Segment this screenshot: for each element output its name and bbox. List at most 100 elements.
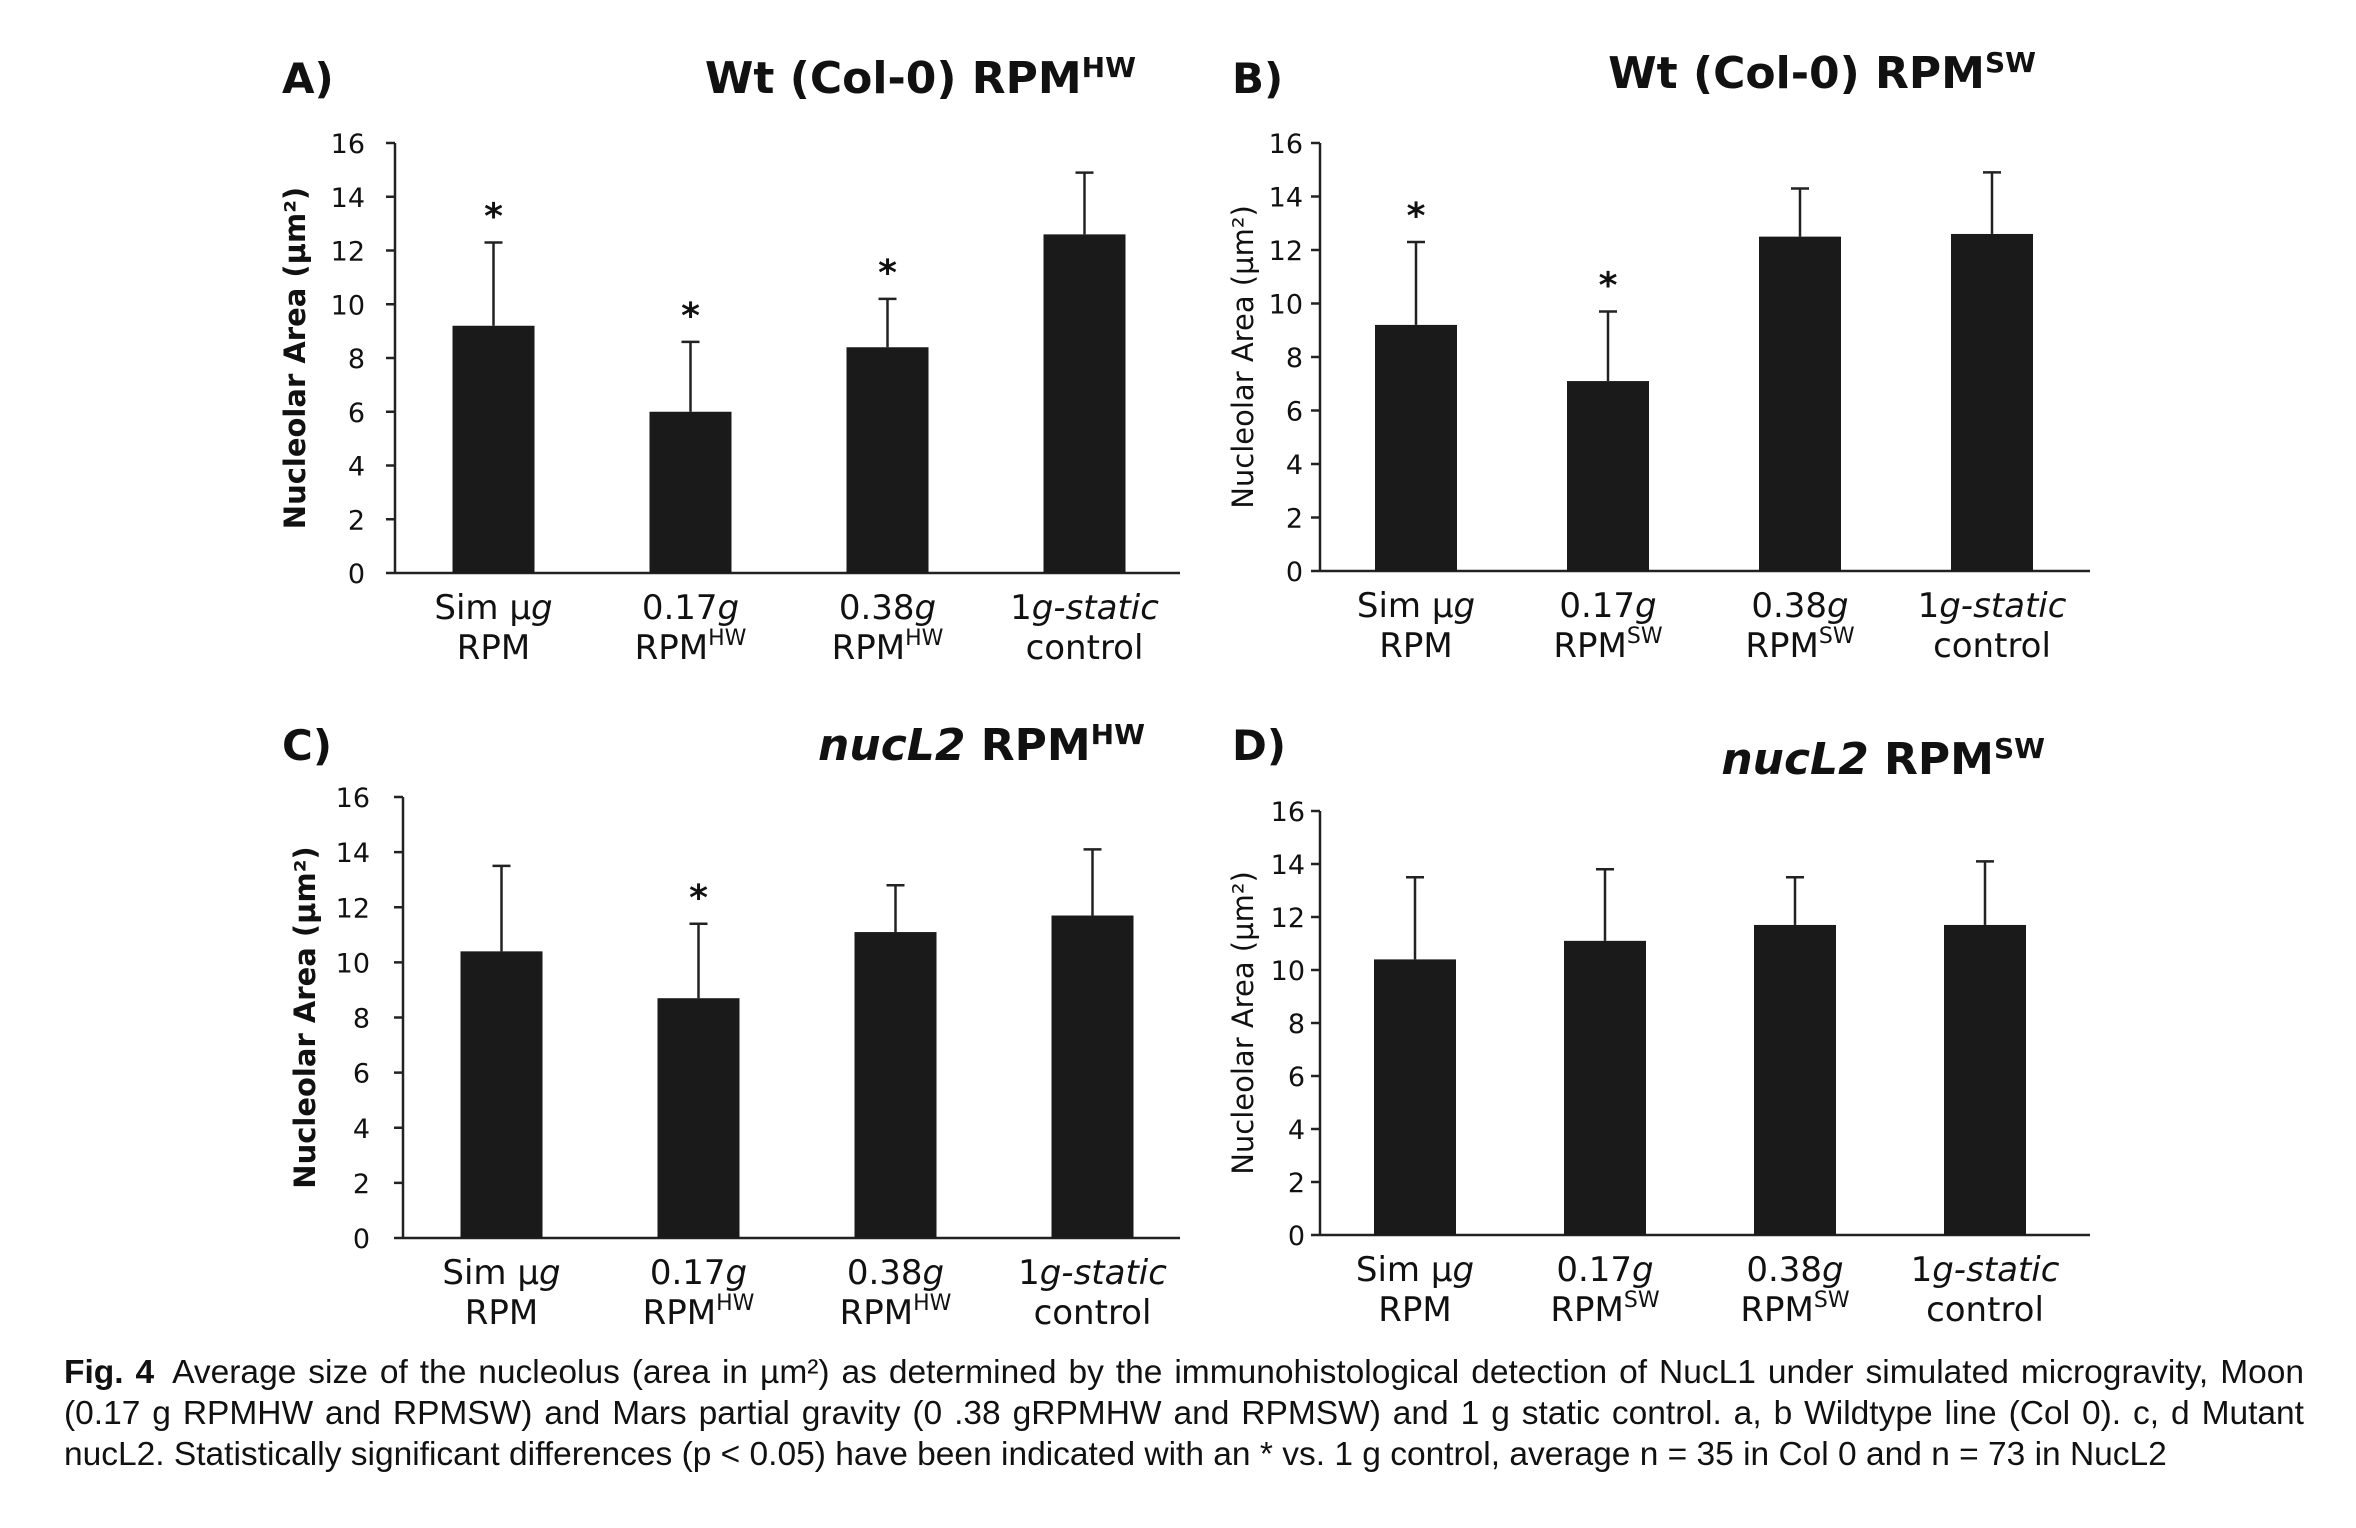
panel-c-tick-label: 6 — [353, 1059, 370, 1090]
panel-b-letter: B) — [1232, 54, 1283, 103]
panel-b-category-label: RPMSW — [1553, 624, 1662, 666]
panel-a-category-label: Sim µg — [434, 588, 552, 628]
panel-c-tick-label: 2 — [353, 1169, 370, 1200]
panel-b-significance-star: * — [1599, 266, 1618, 307]
panel-a-tick-label: 6 — [348, 398, 365, 429]
panel-c-letter: C) — [282, 721, 332, 770]
panel-a-category-label: RPM — [457, 628, 530, 668]
panel-a-title: Wt (Col-0) RPMHW — [705, 51, 1136, 104]
panel-a-category-label: 0.17g — [642, 588, 739, 628]
panel-a-category-label: control — [1026, 628, 1144, 668]
panel-a-tick-label: 0 — [348, 559, 365, 590]
panel-b-tick-label: 0 — [1286, 557, 1303, 588]
panel-c-category-label: 0.17g — [650, 1253, 747, 1293]
panel-b-bar — [1759, 236, 1841, 571]
panel-a-bar — [452, 325, 535, 573]
panel-a-bar — [1043, 234, 1126, 573]
panel-c-category-label: RPM — [465, 1293, 538, 1333]
panel-a-tick-label: 16 — [331, 129, 365, 160]
panel-b-tick-label: 14 — [1269, 183, 1303, 214]
panel-c-significance-star: * — [689, 878, 708, 919]
panel-c-tick-label: 10 — [336, 948, 370, 979]
panel-d-bar — [1754, 924, 1836, 1235]
panel-c-tick-label: 12 — [336, 893, 370, 924]
panel-d-category-label: RPM — [1378, 1290, 1451, 1330]
panel-b-bar — [1951, 233, 2033, 571]
panel-d-category-label: RPMSW — [1740, 1288, 1849, 1330]
panel-a-category-label: RPMHW — [832, 626, 944, 668]
panel-c-category-label: 1g-static — [1018, 1253, 1167, 1293]
panel-a-category-label: RPMHW — [635, 626, 747, 668]
panel-b-tick-label: 8 — [1286, 343, 1303, 374]
panel-c-bar — [657, 998, 740, 1238]
panel-b-category-label: 0.17g — [1559, 586, 1656, 626]
panel-c-category-label: control — [1034, 1293, 1152, 1333]
panel-a-tick-label: 12 — [331, 237, 365, 268]
panel-d-tick-label: 16 — [1271, 797, 1305, 828]
panel-a-letter: A) — [282, 54, 334, 103]
panel-c-category-label: RPMHW — [840, 1291, 952, 1333]
panel-c-tick-label: 16 — [336, 783, 370, 814]
panel-b-tick-label: 6 — [1286, 397, 1303, 428]
panel-d-bar — [1374, 959, 1456, 1235]
panel-d-tick-label: 8 — [1288, 1009, 1305, 1040]
panel-a-tick-label: 2 — [348, 505, 365, 536]
panel-c-tick-label: 0 — [353, 1224, 370, 1255]
panel-b-y-axis-label: Nucleolar Area (µm²) — [1226, 205, 1260, 509]
panel-d-category-label: 1g-static — [1911, 1250, 2060, 1290]
panel-d-tick-label: 2 — [1288, 1168, 1305, 1199]
panel-b-tick-label: 10 — [1269, 290, 1303, 321]
panel-a-y-axis-label: Nucleolar Area (µm²) — [278, 187, 312, 529]
panel-c-bar — [460, 951, 543, 1238]
panel-a-tick-label: 8 — [348, 344, 365, 375]
panel-c-tick-label: 14 — [336, 838, 370, 869]
panel-d-tick-label: 12 — [1271, 903, 1305, 934]
panel-a-significance-star: * — [484, 196, 503, 237]
figure-caption: Fig. 4 Average size of the nucleolus (are… — [64, 1352, 2304, 1475]
panel-c-y-axis-label: Nucleolar Area (µm²) — [288, 846, 322, 1188]
panel-d-y-axis-label: Nucleolar Area (µm²) — [1226, 871, 1260, 1175]
panel-d-bar — [1564, 940, 1646, 1235]
panel-a-tick-label: 4 — [348, 452, 365, 483]
panel-c-category-label: RPMHW — [643, 1291, 755, 1333]
panel-d-bar — [1944, 924, 2026, 1235]
panel-b-category-label: control — [1933, 626, 2051, 666]
panel-a-tick-label: 10 — [331, 290, 365, 321]
panel-b-tick-label: 4 — [1286, 450, 1303, 481]
panel-a-bar — [649, 411, 732, 573]
panel-b-title: Wt (Col-0) RPMSW — [1608, 46, 2036, 99]
panel-d-tick-label: 6 — [1288, 1062, 1305, 1093]
panel-d-title: nucL2 RPMSW — [1721, 732, 2045, 785]
panel-d-tick-label: 10 — [1271, 956, 1305, 987]
panel-b-category-label: RPMSW — [1745, 624, 1854, 666]
panel-c-tick-label: 4 — [353, 1114, 370, 1145]
panel-b-category-label: 1g-static — [1918, 586, 2067, 626]
caption-text: Average size of the nucleolus (area in µ… — [64, 1354, 2304, 1473]
panel-b-bar — [1567, 381, 1649, 571]
panel-d-letter: D) — [1232, 721, 1286, 770]
panel-c-bar — [854, 932, 937, 1238]
panel-b-category-label: 0.38g — [1751, 586, 1848, 626]
panel-c-tick-label: 8 — [353, 1004, 370, 1035]
panel-a-significance-star: * — [681, 296, 700, 337]
panel-d-tick-label: 4 — [1288, 1115, 1305, 1146]
panel-d-category-label: 0.38g — [1746, 1250, 1843, 1290]
panel-d-tick-label: 14 — [1271, 850, 1305, 881]
panel-b-tick-label: 2 — [1286, 504, 1303, 535]
panel-a-tick-label: 14 — [331, 183, 365, 214]
panel-c-category-label: Sim µg — [442, 1253, 560, 1293]
panel-c-title: nucL2 RPMHW — [818, 718, 1145, 771]
panel-d-tick-label: 0 — [1288, 1221, 1305, 1252]
panel-d-category-label: Sim µg — [1356, 1250, 1474, 1290]
panel-d-category-label: RPMSW — [1550, 1288, 1659, 1330]
panel-b-bar — [1375, 324, 1457, 571]
panel-b-tick-label: 12 — [1269, 236, 1303, 267]
caption-label: Fig. 4 — [64, 1354, 155, 1391]
panel-a-category-label: 0.38g — [839, 588, 936, 628]
panel-b-significance-star: * — [1407, 196, 1426, 237]
panel-c-bar — [1051, 915, 1134, 1238]
panel-b-category-label: RPM — [1379, 626, 1452, 666]
panel-d-category-label: control — [1926, 1290, 2044, 1330]
panel-d-category-label: 0.17g — [1556, 1250, 1653, 1290]
figure-charts: A) Wt (Col-0) RPMHW Nucleolar Area (µm²) 0 2… — [278, 46, 2090, 1333]
